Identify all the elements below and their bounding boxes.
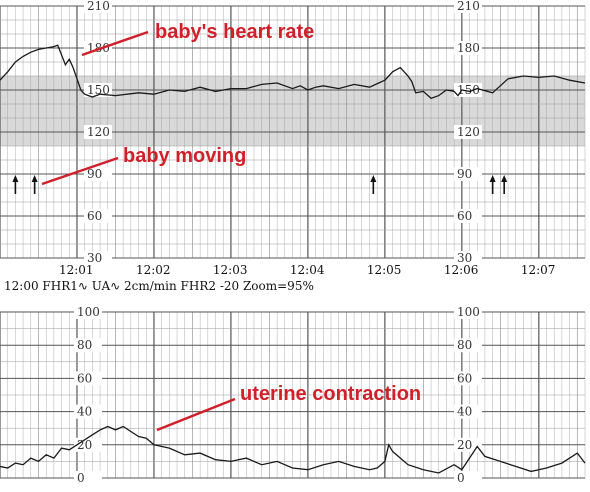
tick-label-background <box>454 167 482 181</box>
tick-label-background <box>454 437 482 452</box>
movement-arrow-head <box>370 175 377 182</box>
tick-label-background <box>74 471 102 485</box>
top-chart: 210210180180150150120120909060603030 <box>0 0 586 265</box>
fetal-heart-rate-trace <box>0 44 586 100</box>
bottom-y-ticks: 100 100 80 80 60 60 40 40 20 20 0 0 <box>74 305 482 485</box>
tick-label-background <box>454 404 482 419</box>
tick-label: 150 <box>457 83 480 97</box>
top-grid <box>0 5 586 259</box>
tick-label-background <box>454 41 482 55</box>
top-y-ticks: 210210180180150150120120909060603030 <box>84 0 482 265</box>
tick-label-background <box>84 167 112 181</box>
tick-label-background <box>74 338 102 353</box>
tick-label: 30 <box>87 251 102 265</box>
time-label: 12:04 <box>290 263 325 277</box>
tick-label-background <box>74 305 102 319</box>
tick-label: 80 <box>77 338 92 352</box>
time-label: 12:01 <box>59 263 94 277</box>
tick-label: 120 <box>87 125 110 139</box>
annotation-moving-label: baby moving <box>123 145 246 167</box>
tick-label: 40 <box>77 405 92 419</box>
tick-label: 120 <box>457 125 480 139</box>
tick-label: 30 <box>457 251 472 265</box>
tick-label: 20 <box>77 438 92 452</box>
annotation-contraction: uterine contraction <box>156 383 421 432</box>
tick-label-background <box>454 0 482 13</box>
annotation-heart-rate: baby's heart rate <box>81 21 314 57</box>
time-label: 12:05 <box>367 263 402 277</box>
tick-label: 0 <box>457 471 465 485</box>
tick-label: 100 <box>457 305 480 319</box>
tick-label-background <box>84 0 112 13</box>
tick-label: 60 <box>77 371 92 385</box>
tick-label: 210 <box>457 0 480 13</box>
tick-label: 60 <box>457 209 472 223</box>
annotation-heart-rate-pointer <box>81 30 149 57</box>
tick-label-background <box>84 251 112 265</box>
tick-label-background <box>454 471 482 485</box>
tick-label: 0 <box>77 471 85 485</box>
tick-label: 80 <box>457 338 472 352</box>
bottom-chart: 100 100 80 80 60 60 40 40 20 20 0 0 <box>0 305 586 485</box>
recording-info: 12:00 FHR1∿ UA∿ 2cm/min FHR2 -20 Zoom=95… <box>4 279 314 293</box>
tick-label-background <box>84 125 112 139</box>
tick-label: 210 <box>87 0 110 13</box>
tick-label-background <box>454 83 482 97</box>
tick-label: 100 <box>77 305 100 319</box>
tick-label-background <box>74 437 102 452</box>
tick-label-background <box>84 209 112 223</box>
annotation-moving-pointer <box>41 156 119 186</box>
tick-label: 60 <box>457 371 472 385</box>
tick-label: 40 <box>457 405 472 419</box>
tick-label-background <box>454 209 482 223</box>
tick-label-background <box>454 371 482 386</box>
tick-label: 60 <box>87 209 102 223</box>
tick-label-background <box>74 404 102 419</box>
time-label: 12:03 <box>213 263 248 277</box>
time-label: 12:07 <box>521 263 556 277</box>
annotation-heart-rate-label: baby's heart rate <box>155 21 314 43</box>
movement-arrow-head <box>12 175 19 182</box>
annotation-moving: baby moving <box>41 145 246 186</box>
time-label: 12:02 <box>136 263 171 277</box>
tick-label: 150 <box>87 83 110 97</box>
annotation-contraction-label: uterine contraction <box>240 383 421 405</box>
fetal-movement-markers <box>12 175 508 194</box>
time-label: 12:06 <box>444 263 479 277</box>
annotation-contraction-pointer <box>156 397 236 432</box>
tick-label-background <box>454 338 482 353</box>
movement-arrow-head <box>489 175 496 182</box>
tick-label: 180 <box>457 41 480 55</box>
tick-label: 20 <box>457 438 472 452</box>
tick-label-background <box>454 125 482 139</box>
tick-label: 90 <box>87 167 102 181</box>
tick-label-background <box>454 305 482 319</box>
tick-label-background <box>84 83 112 97</box>
movement-arrow-head <box>501 175 508 182</box>
tick-label-background <box>74 371 102 386</box>
tick-label-background <box>454 251 482 265</box>
movement-arrow-head <box>31 175 38 182</box>
time-axis: 12:01 12:02 12:03 12:04 12:05 12:06 12:07 <box>59 263 555 277</box>
tick-label: 90 <box>457 167 472 181</box>
uterine-activity-trace <box>0 425 586 474</box>
